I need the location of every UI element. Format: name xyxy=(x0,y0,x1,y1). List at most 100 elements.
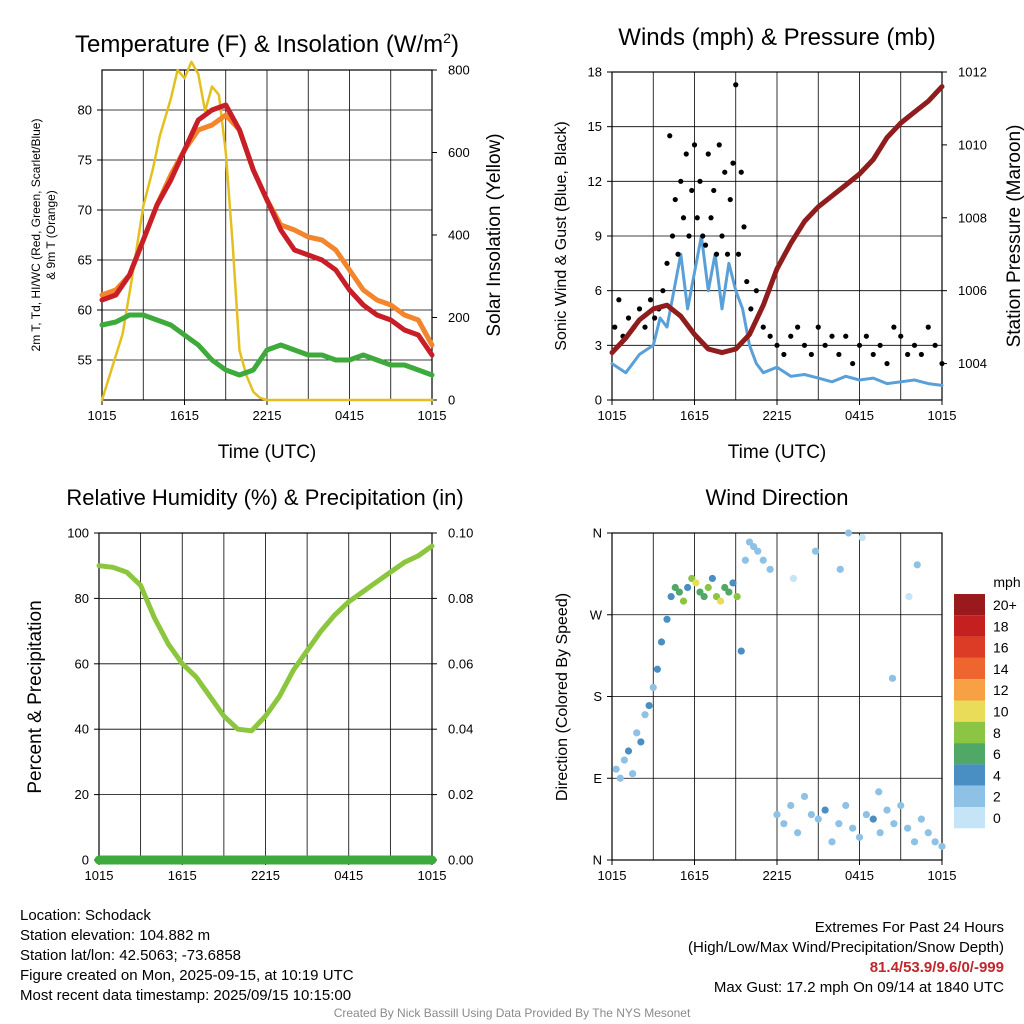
temperature-xlabel: Time (UTC) xyxy=(218,442,317,463)
direction-point xyxy=(875,788,883,796)
humidity-ylabel: Percent & Precipitation xyxy=(25,600,46,793)
direction-point xyxy=(917,815,925,823)
gust-point xyxy=(911,342,918,348)
y-tick-label: 60 xyxy=(78,303,92,318)
x-tick-label: 1015 xyxy=(418,408,447,423)
gust-point xyxy=(898,333,904,339)
direction-point xyxy=(897,801,905,810)
credit-line: Created By Nick Bassill Using Data Provi… xyxy=(333,1006,691,1020)
y-tick-label: 80 xyxy=(78,103,92,118)
direction-title: Wind Direction xyxy=(705,485,848,510)
direction-point xyxy=(787,801,795,810)
gust-point xyxy=(702,242,709,248)
gust-point xyxy=(625,315,632,321)
x-tick-label: 1015 xyxy=(928,868,957,883)
pressure-series xyxy=(609,84,945,356)
extremes-subtitle: (High/Low/Max Wind/Precipitation/Snow De… xyxy=(688,939,1004,956)
y-tick-label: E xyxy=(593,771,602,786)
direction-point xyxy=(814,815,822,823)
y2-tick-label: 1012 xyxy=(958,65,987,80)
extremes-values: 81.4/53.9/9.6/0/-999 xyxy=(869,959,1004,976)
extremes-info: Extremes For Past 24 Hours (High/Low/Max… xyxy=(688,918,1004,998)
gust-point xyxy=(925,324,931,330)
gust-point xyxy=(727,196,733,203)
gust-point xyxy=(669,233,676,239)
direction-point xyxy=(910,838,919,846)
wind-y2label: Station Pressure (Maroon) xyxy=(1004,125,1024,348)
station-latlon: Station lat/lon: 42.5063; -73.6858 xyxy=(20,947,242,964)
insolation-series xyxy=(100,60,434,402)
meteogram-figure: 1015 1615 2215 0415 101555606570758002004006… xyxy=(25,24,1024,883)
direction-point xyxy=(811,547,820,555)
x-tick-label: 2215 xyxy=(251,868,280,883)
extremes-title: Extremes For Past 24 Hours xyxy=(814,919,1004,936)
gust-point xyxy=(788,333,794,339)
y-tick-label: 55 xyxy=(78,353,92,368)
gust-point xyxy=(918,351,924,358)
direction-point xyxy=(657,638,666,646)
wind-title: Winds (mph) & Pressure (mb) xyxy=(618,24,935,51)
gust-point xyxy=(932,342,938,348)
gust-point xyxy=(652,315,658,321)
x-tick-label: 0415 xyxy=(845,868,874,883)
humidity-series xyxy=(96,543,435,734)
gust-point xyxy=(616,297,622,303)
colorbar-swatch xyxy=(954,594,985,616)
colorbar-label: 16 xyxy=(993,640,1009,656)
gust-point xyxy=(700,233,706,239)
direction-point xyxy=(883,806,891,814)
direction-point xyxy=(888,674,897,682)
x-tick-label: 1615 xyxy=(680,408,709,423)
gust-point xyxy=(711,187,717,194)
y2-tick-label: 0.06 xyxy=(448,656,473,671)
colorbar-label: 20+ xyxy=(993,597,1017,613)
colorbar-swatch xyxy=(954,743,985,765)
direction-point xyxy=(849,824,857,832)
gust-point xyxy=(642,324,648,330)
direction-point xyxy=(624,747,633,755)
y-tick-label: 75 xyxy=(78,153,92,168)
y-tick-label: 18 xyxy=(588,65,602,80)
direction-point xyxy=(679,597,688,605)
station-location: Location: Schodack xyxy=(20,907,151,924)
x-tick-label: 0415 xyxy=(334,868,363,883)
humidity-title: Relative Humidity (%) & Precipitation (i… xyxy=(66,485,463,510)
gust-point xyxy=(822,342,828,348)
gust-point xyxy=(748,306,754,312)
direction-point xyxy=(924,829,932,837)
temperature-title: Temperature (F) & Insolation (W/m2) xyxy=(75,30,459,58)
direction-point xyxy=(754,547,762,555)
direction-point xyxy=(780,820,788,828)
temperature-ylabel: 2m T, Td, HI/WC (Red, Green, Scarlet/Blu… xyxy=(29,119,43,352)
colorbar-swatch xyxy=(954,657,985,680)
colorbar-swatch xyxy=(954,721,985,744)
speed-colorbar: mph 20+ 18 16 14 12 10 8 6 4 2 0 xyxy=(954,574,1021,829)
y-tick-label: 60 xyxy=(75,656,89,671)
direction-point xyxy=(637,738,645,746)
humidity-panel: 1015 1615 2215 0415 10150204060801000.000.02… xyxy=(25,485,473,883)
colorbar-swatch xyxy=(954,615,985,637)
y2-tick-label: 1010 xyxy=(958,137,987,152)
direction-point xyxy=(807,810,815,819)
y2-tick-label: 400 xyxy=(448,228,470,243)
y-tick-label: W xyxy=(590,607,603,622)
colorbar-swatch xyxy=(954,764,985,786)
temperature-panel: 1015 1615 2215 0415 101555606570758002004006… xyxy=(29,30,505,463)
direction-point xyxy=(641,711,649,719)
dewpoint-series xyxy=(99,312,435,378)
direction-point xyxy=(828,838,836,846)
y-tick-label: 0 xyxy=(595,393,602,408)
gust-point xyxy=(795,324,801,330)
colorbar-unit: mph xyxy=(993,574,1020,590)
direction-point xyxy=(649,683,657,692)
y-tick-label: 40 xyxy=(75,722,89,737)
y-tick-label: N xyxy=(593,853,602,868)
y-tick-label: S xyxy=(593,689,602,704)
y2-tick-label: 1006 xyxy=(958,283,987,298)
direction-point xyxy=(717,597,725,605)
y-tick-label: 65 xyxy=(78,253,92,268)
gust-point xyxy=(884,360,890,367)
colorbar-label: 18 xyxy=(993,618,1009,634)
y-tick-label: 20 xyxy=(75,787,89,802)
